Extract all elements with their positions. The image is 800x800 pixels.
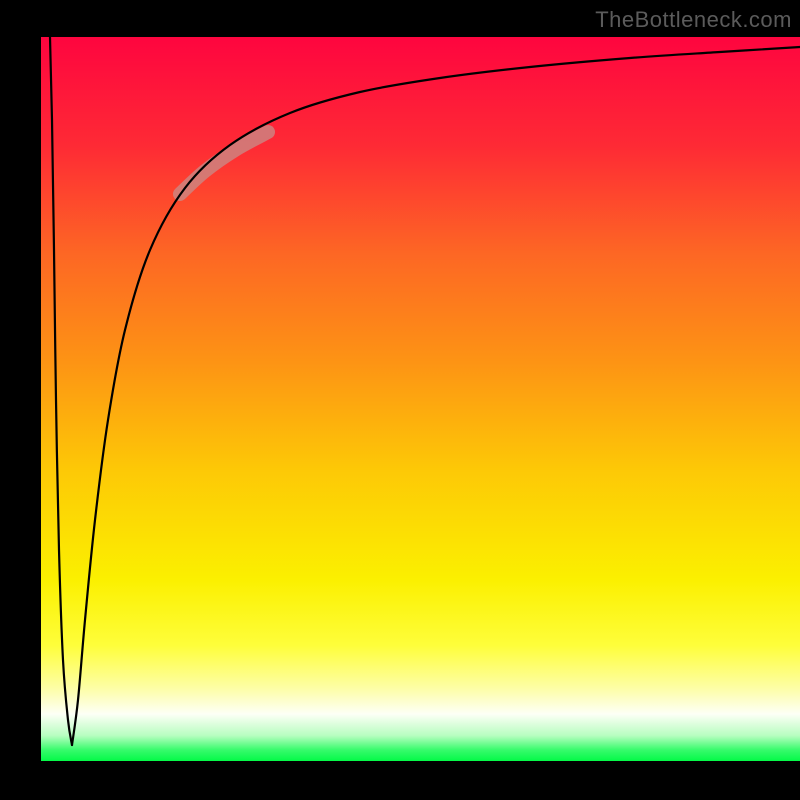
watermark-text: TheBottleneck.com	[595, 7, 792, 33]
right-branch-path	[72, 47, 800, 745]
chart-curves	[41, 37, 800, 761]
highlight-segment-path	[180, 132, 268, 194]
left-branch-path	[50, 37, 72, 745]
chart-plot-area	[41, 37, 800, 761]
